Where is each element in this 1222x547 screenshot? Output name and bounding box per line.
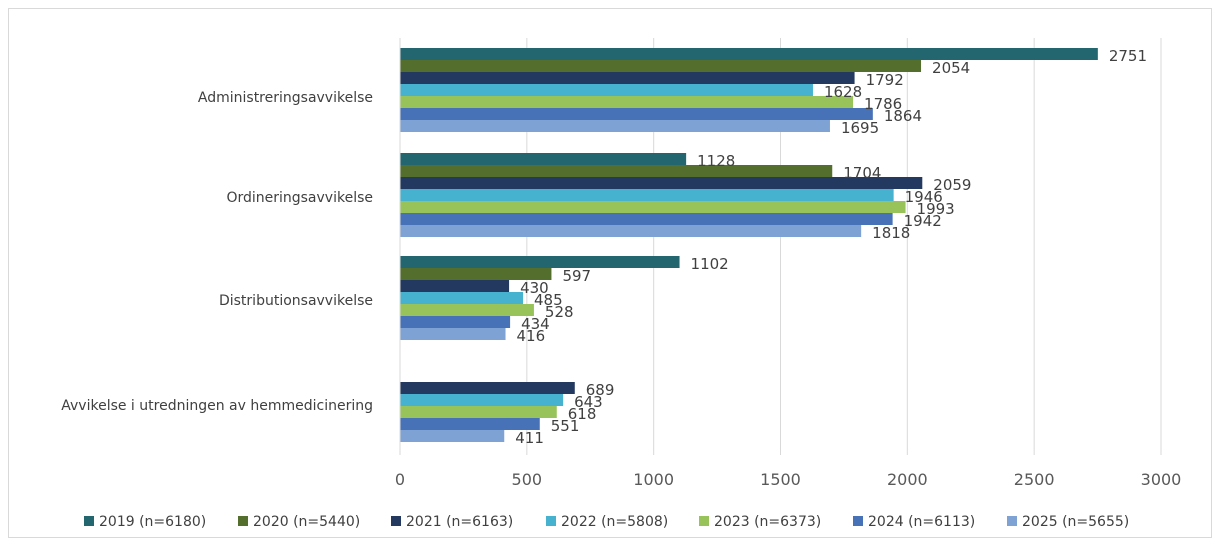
bar <box>400 225 862 237</box>
data-label: 1628 <box>824 83 862 101</box>
category-label: Administreringsavvikelse <box>198 90 373 106</box>
data-label: 618 <box>568 405 597 423</box>
data-label: 2751 <box>1109 47 1147 65</box>
x-tick-labels: 0 500 1000 1500 2000 2500 3000 <box>395 470 1181 489</box>
bar <box>400 256 680 268</box>
legend-label: 2023 (n=6373) <box>714 514 821 530</box>
data-label: 485 <box>534 291 563 309</box>
data-label: 434 <box>521 315 550 333</box>
bar <box>400 72 855 84</box>
legend-swatch <box>699 516 709 526</box>
legend-swatch <box>391 516 401 526</box>
legend-swatch <box>238 516 248 526</box>
data-label: 411 <box>515 429 544 447</box>
data-label: 1993 <box>917 200 955 218</box>
category-labels: Administreringsavvikelse Ordineringsavvik… <box>61 90 373 414</box>
bar <box>400 292 524 304</box>
data-label: 1704 <box>843 164 881 182</box>
category-label: Distributionsavvikelse <box>219 293 373 309</box>
data-label: 416 <box>517 327 546 345</box>
data-label: 597 <box>562 267 591 285</box>
data-label: 1864 <box>884 107 922 125</box>
legend-label: 2024 (n=6113) <box>868 514 975 530</box>
tick-label: 2000 <box>887 470 928 489</box>
data-label: 689 <box>586 381 615 399</box>
legend-label: 2022 (n=5808) <box>561 514 668 530</box>
bar <box>400 84 813 96</box>
bar <box>400 153 687 165</box>
legend-label: 2021 (n=6163) <box>406 514 513 530</box>
category-label: Avvikelse i utredningen av hemmedicineri… <box>61 398 373 414</box>
legend-swatch <box>84 516 94 526</box>
bar <box>400 406 557 418</box>
bar <box>400 60 922 72</box>
bar <box>400 394 564 406</box>
data-label: 2059 <box>933 176 971 194</box>
bar <box>400 268 552 280</box>
legend-label: 2025 (n=5655) <box>1022 514 1129 530</box>
bar <box>400 328 506 340</box>
legend-swatch <box>853 516 863 526</box>
data-label: 528 <box>545 303 574 321</box>
tick-label: 500 <box>512 470 543 489</box>
bar <box>400 304 534 316</box>
legend-label: 2020 (n=5440) <box>253 514 360 530</box>
bars <box>400 48 1098 442</box>
bar <box>400 108 873 120</box>
data-label: 1942 <box>904 212 942 230</box>
data-label: 1946 <box>905 188 943 206</box>
bar <box>400 430 505 442</box>
bar <box>400 213 893 225</box>
bar <box>400 189 894 201</box>
data-label: 1792 <box>866 71 904 89</box>
tick-label: 3000 <box>1141 470 1182 489</box>
data-label: 2054 <box>932 59 970 77</box>
bar <box>400 120 830 132</box>
tick-label: 0 <box>395 470 405 489</box>
bar <box>400 316 511 328</box>
legend-label: 2019 (n=6180) <box>99 514 206 530</box>
data-label: 430 <box>520 279 549 297</box>
bar <box>400 418 540 430</box>
tick-label: 1500 <box>760 470 801 489</box>
bar <box>400 280 510 292</box>
tick-label: 2500 <box>1014 470 1055 489</box>
legend: 2019 (n=6180) 2020 (n=5440) 2021 (n=6163) 2… <box>84 514 1129 530</box>
bar <box>400 382 575 394</box>
data-label: 643 <box>574 393 603 411</box>
category-label: Ordineringsavvikelse <box>226 190 373 206</box>
bar <box>400 48 1098 60</box>
bar <box>400 165 833 177</box>
data-label: 1695 <box>841 119 879 137</box>
data-label: 1128 <box>697 152 735 170</box>
legend-swatch <box>546 516 556 526</box>
bar <box>400 177 923 189</box>
data-label: 1102 <box>691 255 729 273</box>
bar <box>400 96 854 108</box>
data-label: 1786 <box>864 95 902 113</box>
data-label: 551 <box>551 417 580 435</box>
bar <box>400 201 906 213</box>
data-label: 1818 <box>872 224 910 242</box>
legend-swatch <box>1007 516 1017 526</box>
tick-label: 1000 <box>633 470 674 489</box>
